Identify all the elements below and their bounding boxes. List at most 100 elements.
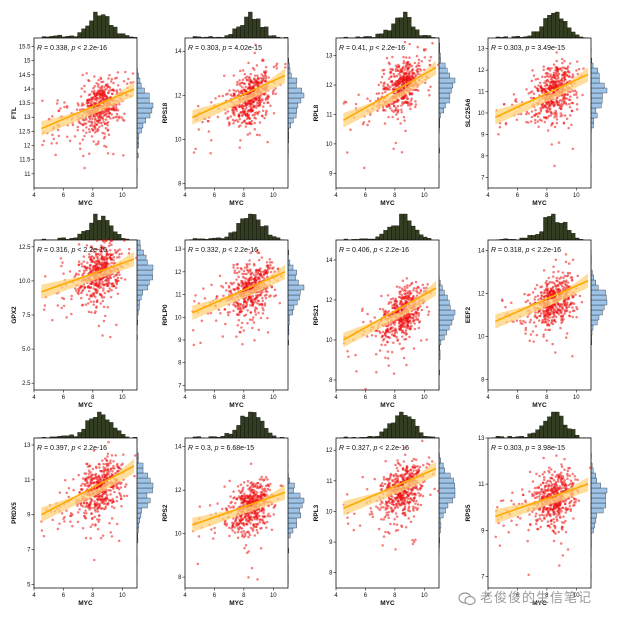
- histogram-y-bar: [590, 77, 600, 84]
- data-point: [93, 515, 97, 519]
- histogram-x-bar: [121, 33, 126, 39]
- data-point: [224, 322, 227, 326]
- data-point: [417, 314, 421, 317]
- data-point: [396, 117, 400, 121]
- data-point: [80, 87, 84, 90]
- data-point: [399, 290, 402, 293]
- data-point: [82, 129, 85, 132]
- histogram-y-bar: [287, 294, 300, 301]
- x-tick-label: 6: [364, 395, 368, 401]
- data-point: [82, 502, 86, 505]
- data-point: [92, 294, 96, 297]
- data-point: [400, 108, 403, 112]
- data-point: [550, 143, 554, 146]
- data-point: [532, 92, 536, 96]
- histogram-x-bar: [423, 35, 428, 39]
- data-point: [107, 262, 111, 266]
- data-point: [392, 341, 395, 344]
- data-point: [264, 65, 268, 69]
- data-point: [248, 85, 252, 88]
- data-point: [232, 281, 235, 285]
- data-point: [539, 291, 543, 294]
- data-point: [199, 341, 202, 345]
- data-point: [539, 312, 543, 315]
- data-point: [403, 68, 407, 71]
- data-point: [347, 355, 350, 358]
- data-point: [55, 102, 59, 105]
- data-point: [116, 84, 120, 87]
- data-point: [241, 305, 244, 308]
- histogram-x-bar: [543, 18, 548, 39]
- data-point: [100, 116, 103, 119]
- data-point: [417, 61, 420, 65]
- data-point: [57, 134, 61, 138]
- data-point: [545, 288, 548, 292]
- histogram-x-bar: [379, 233, 384, 241]
- histogram-x-bar: [260, 27, 265, 39]
- data-point: [383, 333, 387, 336]
- histogram-y-bar: [438, 284, 443, 291]
- data-point: [535, 316, 539, 320]
- data-point: [393, 82, 396, 86]
- x-tick-label: 4: [334, 193, 338, 199]
- data-point: [203, 297, 207, 300]
- data-point: [92, 97, 96, 100]
- data-point: [226, 311, 230, 314]
- histogram-x-bar: [248, 213, 253, 241]
- y-tick-label: 11: [478, 90, 485, 96]
- data-point: [242, 329, 246, 332]
- data-point: [243, 82, 246, 86]
- data-point: [401, 75, 405, 79]
- data-point: [69, 511, 73, 515]
- histogram-x-bar: [248, 11, 253, 39]
- data-point: [390, 330, 393, 333]
- data-point: [105, 121, 109, 125]
- data-point: [396, 338, 400, 341]
- data-point: [542, 333, 545, 336]
- data-point: [107, 244, 111, 248]
- data-point: [245, 79, 249, 82]
- histogram-x-bar: [240, 25, 245, 39]
- data-point: [555, 66, 558, 69]
- histogram-x-bar: [423, 236, 428, 241]
- histogram-x-bar: [224, 236, 229, 241]
- data-point: [258, 133, 261, 137]
- data-point: [95, 129, 98, 133]
- regression-line: [41, 88, 135, 130]
- data-point: [262, 101, 266, 105]
- data-point: [101, 334, 104, 337]
- data-point: [261, 296, 264, 300]
- data-point: [568, 98, 572, 102]
- data-point: [544, 328, 547, 331]
- histogram-x-bar: [535, 31, 540, 39]
- histogram-x-bar: [272, 236, 277, 241]
- data-point: [252, 321, 256, 324]
- histogram-x-bar: [264, 225, 269, 241]
- data-point: [82, 269, 86, 272]
- data-point: [250, 110, 254, 113]
- data-point: [240, 121, 244, 125]
- data-point: [252, 104, 255, 107]
- data-point: [250, 106, 253, 109]
- data-point: [262, 70, 266, 73]
- histogram-y-bar: [287, 309, 293, 316]
- data-point: [93, 500, 96, 503]
- data-point: [102, 462, 105, 466]
- data-point: [233, 113, 236, 117]
- data-point: [420, 308, 424, 312]
- data-point: [258, 273, 262, 276]
- data-point: [241, 275, 245, 279]
- data-point: [530, 79, 534, 83]
- data-point: [519, 319, 522, 323]
- data-point: [388, 300, 391, 304]
- data-point: [86, 302, 90, 305]
- data-point: [70, 312, 73, 316]
- data-point: [531, 291, 535, 294]
- data-point: [559, 281, 562, 285]
- histogram-y-bar: [438, 62, 446, 69]
- data-point: [413, 61, 417, 65]
- correlation-annotation: R = 0.332, p < 2.2e-16: [188, 247, 258, 254]
- histogram-x-bar: [228, 34, 233, 39]
